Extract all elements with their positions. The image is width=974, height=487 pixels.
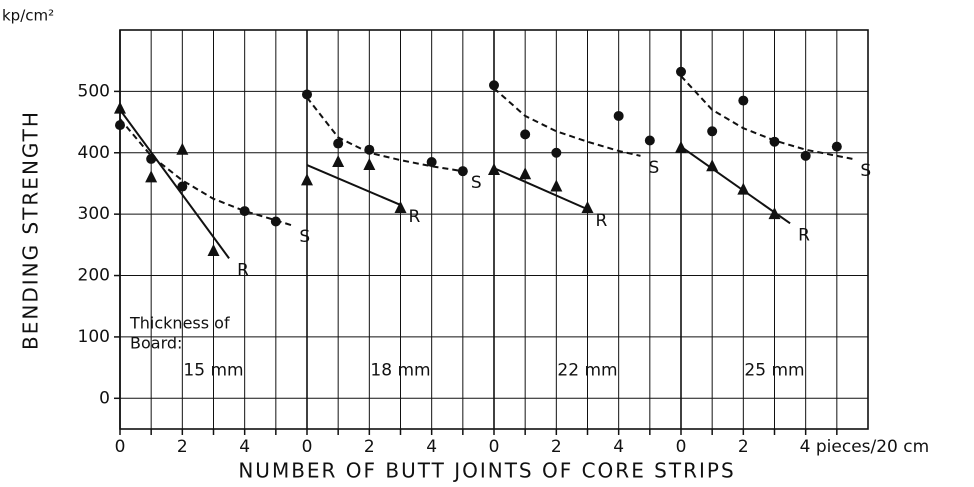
x-axis-title: NUMBER OF BUTT JOINTS OF CORE STRIPS [238,459,735,483]
fit-line [119,109,230,259]
fit-line [493,167,588,211]
point [146,153,157,164]
y-axis-title: BENDING STRENGTH [19,110,43,350]
fit-label: S [471,173,482,193]
point [207,243,220,256]
x-tick-label: 4 [239,437,250,457]
x-tick-label: 2 [738,437,749,457]
point [581,201,594,214]
plot-frame [119,29,869,430]
point [301,173,313,186]
fit-label: S [299,227,310,247]
x-tick-label: 2 [177,437,188,457]
fit-line [680,75,853,160]
note: Board: [130,334,182,353]
y-tick-label: 300 [78,204,110,224]
point [706,159,719,172]
x-tick-label: 2 [364,437,375,457]
point [644,135,655,146]
point [831,141,842,152]
point [769,136,780,147]
panel-label: 25 mm [744,361,804,381]
point [613,110,624,121]
point [768,207,781,220]
x-tick-label: 4 [613,437,624,457]
point [550,179,563,192]
y-tick-label: 200 [78,266,110,286]
point [675,140,687,153]
fit-label: R [237,260,249,280]
point [738,95,749,106]
fit-line [493,87,641,157]
point [239,206,250,217]
x-tick-label: 0 [302,437,313,457]
point [270,216,281,227]
note: Thickness of [129,314,230,333]
panel-label: 18 mm [370,361,430,381]
point [489,80,499,91]
panel-label: 22 mm [557,361,617,381]
fit-label: R [409,207,421,227]
point [333,138,344,149]
x-tick-label: 0 [115,437,126,457]
y-unit: kp/cm² [2,7,54,25]
fit-line [680,145,791,225]
point [364,144,375,155]
y-tick-label: 100 [78,327,110,347]
x-tick-label: 4 [426,437,437,457]
x-tick-label: 0 [489,437,500,457]
point [800,150,811,161]
point [488,162,500,175]
point [302,89,312,100]
point [176,142,189,155]
fit-label: R [596,211,608,231]
y-tick-label: 500 [78,81,110,101]
point [394,201,407,214]
point [551,147,562,158]
point [426,156,437,167]
point [707,126,718,137]
point [519,167,532,180]
panel-label: 15 mm [183,361,243,381]
y-tick-label: 0 [99,388,110,408]
x-tick-label: 2 [551,437,562,457]
point [177,181,188,192]
y-tick-label: 400 [78,143,110,163]
fit-label: S [648,158,659,178]
point [676,66,686,77]
x-tick-label: 4 pieces/20 cm [800,437,930,457]
point [457,166,468,177]
fit-line [119,118,292,227]
fit-label: R [798,225,810,245]
point [145,170,158,183]
x-tick-label: 0 [676,437,687,457]
point [332,154,345,167]
point [737,182,750,195]
point [520,129,531,140]
fit-line [306,96,463,173]
point [363,158,376,171]
fit-line [306,164,401,206]
fit-label: S [860,161,871,181]
